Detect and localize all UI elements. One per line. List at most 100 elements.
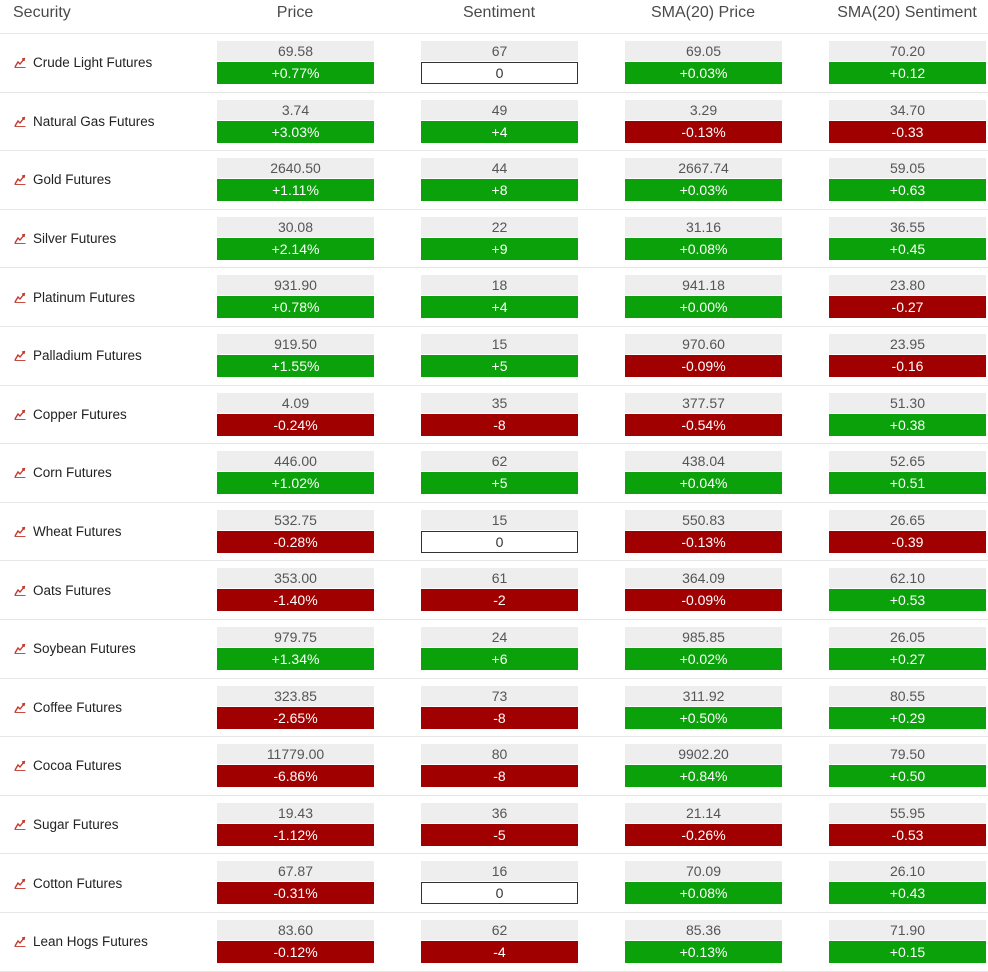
price-change: -1.40% (217, 589, 374, 612)
sma-sentiment-value: 79.50 (829, 744, 986, 765)
table-header: Security Price Sentiment SMA(20) Price S… (0, 0, 988, 34)
chart-icon (14, 233, 26, 245)
sma-price-cell: 21.14 -0.26% (625, 802, 782, 846)
table-body: Crude Light Futures 69.58 +0.77% 67 0 69.05 +0… (0, 34, 988, 972)
security-link[interactable]: Palladium Futures (14, 327, 142, 385)
sentiment-value: 36 (421, 802, 578, 823)
price-change: -2.65% (217, 706, 374, 729)
sma-sentiment-change: -0.53 (829, 823, 986, 846)
security-link[interactable]: Lean Hogs Futures (14, 913, 148, 971)
sma-sentiment-cell: 52.65 +0.51 (829, 451, 986, 495)
price-cell: 4.09 -0.24% (217, 392, 374, 436)
sma-price-value: 21.14 (625, 802, 782, 823)
security-link[interactable]: Corn Futures (14, 444, 112, 502)
sma-sentiment-cell: 26.05 +0.27 (829, 626, 986, 670)
sma-price-value: 377.57 (625, 392, 782, 413)
sma-sentiment-cell: 51.30 +0.38 (829, 392, 986, 436)
sma-sentiment-value: 59.05 (829, 158, 986, 179)
price-cell: 446.00 +1.02% (217, 451, 374, 495)
price-change: -0.28% (217, 530, 374, 553)
sma-sentiment-value: 71.90 (829, 919, 986, 940)
security-link[interactable]: Sugar Futures (14, 796, 119, 854)
price-change: +3.03% (217, 120, 374, 143)
sma-price-value: 311.92 (625, 685, 782, 706)
table-row: Silver Futures 30.08 +2.14% 22 +9 31.16 +0.08%… (0, 210, 988, 269)
sma-price-cell: 985.85 +0.02% (625, 626, 782, 670)
sma-price-value: 364.09 (625, 568, 782, 589)
sma-sentiment-cell: 79.50 +0.50 (829, 744, 986, 788)
sma-sentiment-value: 62.10 (829, 568, 986, 589)
sentiment-value: 67 (421, 41, 578, 61)
sma-sentiment-cell: 80.55 +0.29 (829, 685, 986, 729)
security-link[interactable]: Copper Futures (14, 386, 127, 444)
sma-price-change: -0.09% (625, 589, 782, 612)
sentiment-value: 15 (421, 509, 578, 530)
sentiment-value: 24 (421, 626, 578, 647)
sentiment-change: 0 (421, 530, 578, 553)
table-row: Corn Futures 446.00 +1.02% 62 +5 438.04 +0.04%… (0, 444, 988, 503)
sma-price-cell: 550.83 -0.13% (625, 509, 782, 553)
price-value: 69.58 (217, 41, 374, 61)
sma-sentiment-cell: 55.95 -0.53 (829, 802, 986, 846)
price-cell: 69.58 +0.77% (217, 41, 374, 84)
chart-icon (14, 526, 26, 537)
price-cell: 979.75 +1.34% (217, 626, 374, 670)
security-link[interactable]: Wheat Futures (14, 503, 122, 561)
header-sma-price[interactable]: SMA(20) Price (650, 4, 756, 21)
sentiment-change: +6 (421, 647, 578, 670)
security-link[interactable]: Coffee Futures (14, 679, 122, 737)
sentiment-value: 62 (421, 919, 578, 940)
security-link[interactable]: Natural Gas Futures (14, 93, 155, 151)
sma-sentiment-value: 23.80 (829, 275, 986, 296)
price-cell: 323.85 -2.65% (217, 685, 374, 729)
table-row: Natural Gas Futures 3.74 +3.03% 49 +4 3.29 -0.… (0, 93, 988, 152)
security-name: Coffee Futures (33, 699, 123, 715)
sma-price-value: 970.60 (625, 333, 782, 354)
security-link[interactable]: Soybean Futures (14, 620, 136, 678)
chart-icon (14, 819, 26, 830)
price-change: -0.24% (217, 413, 374, 436)
chart-icon (14, 175, 26, 186)
sma-sentiment-value: 51.30 (829, 392, 986, 413)
security-name: Crude Light Futures (33, 55, 153, 71)
header-security[interactable]: Security (13, 4, 71, 21)
sma-price-cell: 377.57 -0.54% (625, 392, 782, 436)
sma-price-change: -0.09% (625, 354, 782, 377)
price-cell: 2640.50 +1.11% (217, 158, 374, 202)
sma-price-cell: 941.18 +0.00% (625, 275, 782, 319)
sma-sentiment-cell: 62.10 +0.53 (829, 568, 986, 612)
sma-sentiment-value: 55.95 (829, 802, 986, 823)
sentiment-value: 35 (421, 392, 578, 413)
sma-sentiment-change: +0.29 (829, 706, 986, 729)
price-value: 931.90 (217, 275, 374, 296)
security-name: Soybean Futures (33, 641, 136, 657)
sma-price-change: +0.13% (625, 940, 782, 963)
security-name: Gold Futures (33, 172, 112, 188)
sentiment-cell: 24 +6 (421, 626, 578, 670)
sma-price-cell: 2667.74 +0.03% (625, 158, 782, 202)
sma-price-change: -0.54% (625, 413, 782, 436)
header-sentiment[interactable]: Sentiment (462, 4, 536, 21)
security-link[interactable]: Platinum Futures (14, 268, 135, 326)
header-sma-sentiment[interactable]: SMA(20) Sentiment (837, 4, 977, 21)
sma-sentiment-cell: 23.95 -0.16 (829, 333, 986, 377)
security-link[interactable]: Cocoa Futures (14, 737, 122, 795)
security-name: Natural Gas Futures (33, 113, 155, 129)
sma-sentiment-change: +0.50 (829, 765, 986, 788)
header-price[interactable]: Price (276, 4, 314, 21)
price-cell: 30.08 +2.14% (217, 216, 374, 260)
security-link[interactable]: Oats Futures (14, 561, 111, 619)
sma-sentiment-change: +0.51 (829, 472, 986, 495)
security-link[interactable]: Silver Futures (14, 210, 116, 268)
security-link[interactable]: Crude Light Futures (14, 34, 152, 92)
sma-price-value: 438.04 (625, 451, 782, 472)
security-link[interactable]: Cotton Futures (14, 854, 122, 912)
security-link[interactable]: Gold Futures (14, 151, 111, 209)
sma-price-change: +0.08% (625, 882, 782, 905)
chart-icon (14, 643, 26, 655)
price-cell: 919.50 +1.55% (217, 333, 374, 377)
sentiment-change: 0 (421, 62, 578, 84)
sma-price-cell: 3.29 -0.13% (625, 99, 782, 143)
chart-icon (14, 58, 26, 69)
